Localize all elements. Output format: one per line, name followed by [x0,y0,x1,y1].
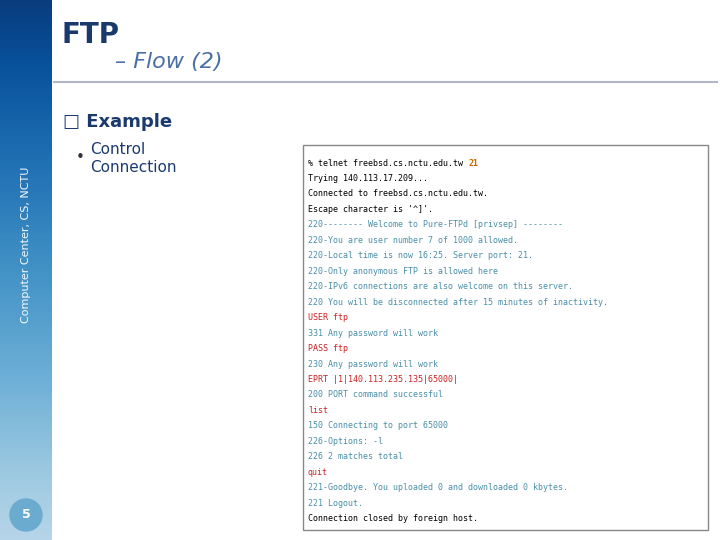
Text: •: • [76,150,85,165]
Text: Trying 140.113.17.209...: Trying 140.113.17.209... [308,174,428,183]
Text: Computer Center, CS, NCTU: Computer Center, CS, NCTU [21,167,31,323]
Text: 220 You will be disconnected after 15 minutes of inactivity.: 220 You will be disconnected after 15 mi… [308,298,608,307]
Text: 221-Goodbye. You uploaded 0 and downloaded 0 kbytes.: 221-Goodbye. You uploaded 0 and download… [308,483,568,492]
Text: % telnet freebsd.cs.nctu.edu.tw: % telnet freebsd.cs.nctu.edu.tw [308,159,468,167]
Text: 331 Any password will work: 331 Any password will work [308,328,438,338]
Text: PASS ftp: PASS ftp [308,344,348,353]
Text: □ Example: □ Example [63,113,172,131]
Text: Connected to freebsd.cs.nctu.edu.tw.: Connected to freebsd.cs.nctu.edu.tw. [308,190,488,199]
Text: 220-You are user number 7 of 1000 allowed.: 220-You are user number 7 of 1000 allowe… [308,236,518,245]
Text: – Flow (2): – Flow (2) [115,52,222,72]
Text: 21: 21 [468,159,478,167]
Text: 200 PORT command successful: 200 PORT command successful [308,390,443,400]
Text: 221 Logout.: 221 Logout. [308,498,363,508]
Text: quit: quit [308,468,328,477]
Text: EPRT |1|140.113.235.135|65000|: EPRT |1|140.113.235.135|65000| [308,375,458,384]
Text: USER ftp: USER ftp [308,313,348,322]
Text: list: list [308,406,328,415]
Text: Connection closed by foreign host.: Connection closed by foreign host. [308,514,478,523]
Text: Escape character is '^]'.: Escape character is '^]'. [308,205,433,214]
Text: FTP: FTP [62,21,120,49]
Text: 230 Any password will work: 230 Any password will work [308,360,438,368]
Text: 5: 5 [22,509,30,522]
Text: 226 2 matches total: 226 2 matches total [308,453,403,461]
Text: 150 Connecting to port 65000: 150 Connecting to port 65000 [308,421,448,430]
FancyBboxPatch shape [52,0,720,540]
FancyBboxPatch shape [303,145,708,530]
Text: 220-------- Welcome to Pure-FTPd [privsep] --------: 220-------- Welcome to Pure-FTPd [privse… [308,220,563,230]
Text: 220-Only anonymous FTP is allowed here: 220-Only anonymous FTP is allowed here [308,267,498,276]
Circle shape [10,499,42,531]
Text: 226-Options: -l: 226-Options: -l [308,437,383,446]
Text: Control: Control [90,143,145,158]
Text: Connection: Connection [90,159,176,174]
Text: 220-IPv6 connections are also welcome on this server.: 220-IPv6 connections are also welcome on… [308,282,573,291]
Text: 220-Local time is now 16:25. Server port: 21.: 220-Local time is now 16:25. Server port… [308,251,533,260]
